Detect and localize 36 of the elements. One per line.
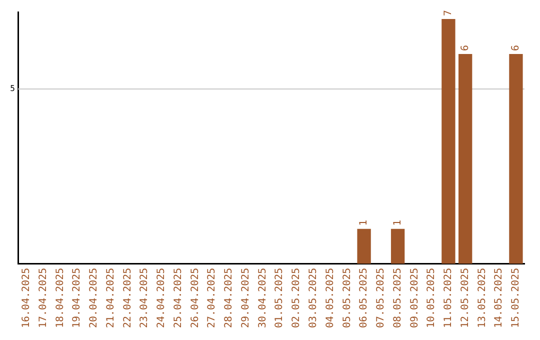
x-tick-label: 01.05.2025 bbox=[274, 268, 286, 328]
x-tick-label: 07.05.2025 bbox=[376, 268, 387, 328]
x-tick-label: 30.04.2025 bbox=[257, 268, 268, 328]
x-tick-label: 15.05.2025 bbox=[510, 268, 522, 328]
x-tick-label: 09.05.2025 bbox=[409, 268, 420, 328]
x-tick-label: 02.05.2025 bbox=[291, 268, 302, 328]
x-tick-label: 27.04.2025 bbox=[206, 268, 218, 328]
x-tick-label: 29.04.2025 bbox=[240, 268, 252, 328]
x-tick-label: 21.04.2025 bbox=[105, 268, 116, 328]
data-label: 1 bbox=[358, 220, 370, 226]
x-tick-label: 23.04.2025 bbox=[139, 268, 150, 328]
x-tick-label: 25.04.2025 bbox=[172, 268, 184, 328]
ref-line-label: 5 bbox=[10, 84, 16, 94]
x-tick-label: 22.04.2025 bbox=[122, 268, 134, 328]
x-tick-label: 28.04.2025 bbox=[224, 268, 235, 328]
x-tick-label: 18.04.2025 bbox=[54, 268, 66, 328]
x-tick-label: 16.04.2025 bbox=[21, 268, 32, 328]
x-tick-label: 13.05.2025 bbox=[476, 268, 488, 328]
data-label: 6 bbox=[460, 44, 471, 51]
x-tick-label: 17.04.2025 bbox=[38, 268, 49, 328]
x-tick-label: 04.05.2025 bbox=[324, 268, 336, 328]
x-tick-label: 24.04.2025 bbox=[156, 268, 168, 328]
x-tick-label: 06.05.2025 bbox=[358, 268, 370, 328]
x-tick-label: 03.05.2025 bbox=[308, 268, 319, 328]
x-tick-label: 19.04.2025 bbox=[72, 268, 83, 328]
x-tick-label: 14.05.2025 bbox=[494, 268, 505, 328]
data-label: 7 bbox=[443, 10, 454, 16]
x-tick-label: 10.05.2025 bbox=[426, 268, 438, 328]
x-tick-label: 20.04.2025 bbox=[88, 268, 100, 328]
data-label: 1 bbox=[392, 220, 404, 226]
x-tick-label: 08.05.2025 bbox=[392, 268, 404, 328]
data-label: 6 bbox=[510, 44, 522, 51]
x-tick-label: 26.04.2025 bbox=[190, 268, 201, 328]
x-tick-label: 12.05.2025 bbox=[460, 268, 471, 328]
x-tick-label: 05.05.2025 bbox=[342, 268, 353, 328]
x-tick-label: 11.05.2025 bbox=[443, 268, 454, 328]
